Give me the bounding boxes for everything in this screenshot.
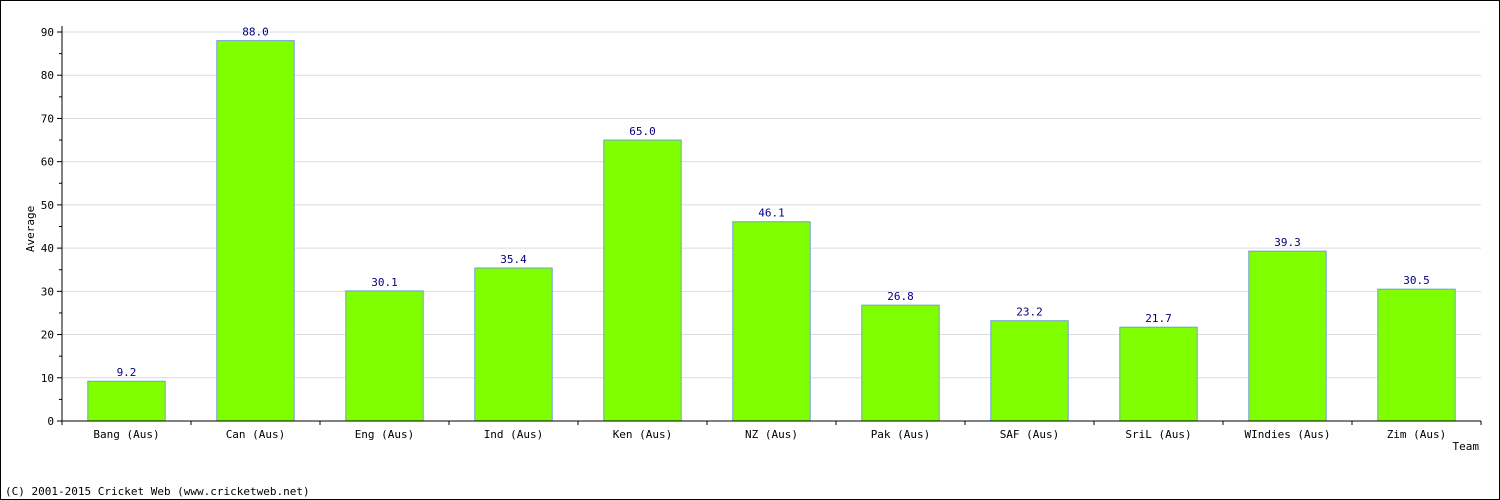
y-tick-label: 60 — [41, 156, 54, 169]
data-label: 65.0 — [629, 125, 656, 138]
y-tick-label: 30 — [41, 285, 54, 298]
bar — [345, 290, 424, 422]
y-tick-label: 40 — [41, 242, 54, 255]
data-label: 39.3 — [1274, 236, 1301, 249]
x-tick-label: Bang (Aus) — [93, 428, 159, 441]
y-tick-label: 50 — [41, 199, 54, 212]
y-tick-label: 70 — [41, 112, 54, 125]
bar — [216, 40, 295, 422]
y-tick-label: 80 — [41, 69, 54, 82]
data-label: 9.2 — [117, 366, 137, 379]
x-tick-label: NZ (Aus) — [745, 428, 798, 441]
x-tick-label: Can (Aus) — [226, 428, 286, 441]
x-tick-label: SriL (Aus) — [1125, 428, 1191, 441]
x-tick-label: WIndies (Aus) — [1244, 428, 1330, 441]
data-label: 30.5 — [1403, 274, 1430, 287]
x-tick-label: SAF (Aus) — [1000, 428, 1060, 441]
x-tick-label: Pak (Aus) — [871, 428, 931, 441]
bar — [474, 267, 553, 422]
x-tick-label: Zim (Aus) — [1387, 428, 1447, 441]
grid-lines — [62, 31, 1481, 379]
bar — [1377, 288, 1456, 422]
x-axis-label: Team — [1453, 440, 1480, 453]
data-label: 46.1 — [758, 207, 785, 220]
bar — [1248, 250, 1327, 422]
copyright-footer: (C) 2001-2015 Cricket Web (www.cricketwe… — [5, 485, 310, 498]
bar — [861, 304, 940, 422]
y-axis-label: Average — [24, 206, 37, 252]
data-label: 88.0 — [242, 26, 269, 39]
x-tick-label: Ken (Aus) — [613, 428, 673, 441]
bar — [990, 320, 1069, 422]
data-label: 26.8 — [887, 290, 914, 303]
y-tick-label: 20 — [41, 329, 54, 342]
x-tick-label: Ind (Aus) — [484, 428, 544, 441]
data-label: 30.1 — [371, 276, 398, 289]
bars — [87, 40, 1456, 422]
bar — [1119, 326, 1198, 422]
data-label: 35.4 — [500, 253, 527, 266]
bar — [732, 221, 811, 422]
axes — [57, 26, 1482, 425]
bar — [603, 139, 682, 422]
labels: 0 10 20 30 40 50 60 70 80 90 9.2 Bang (Aus) 88.0 Can … — [41, 26, 1447, 441]
data-label: 23.2 — [1016, 306, 1043, 319]
y-tick-label: 0 — [47, 415, 54, 428]
y-tick-label: 10 — [41, 372, 54, 385]
data-label: 21.7 — [1145, 312, 1172, 325]
bar — [87, 380, 166, 422]
y-tick-label: 90 — [41, 26, 54, 39]
x-tick-label: Eng (Aus) — [355, 428, 415, 441]
